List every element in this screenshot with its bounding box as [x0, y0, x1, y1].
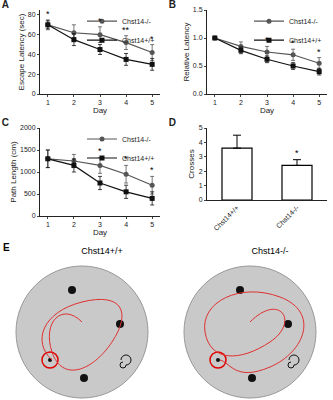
svg-text:1: 1 — [46, 221, 50, 228]
svg-text:0: 0 — [32, 212, 36, 219]
svg-text:Chst14-/-: Chst14-/- — [289, 18, 318, 25]
svg-text:Chst14+/+: Chst14+/+ — [289, 37, 321, 44]
svg-text:Chst14+/+: Chst14+/+ — [81, 246, 123, 256]
svg-text:Day: Day — [93, 228, 107, 237]
svg-text:*: * — [98, 146, 102, 156]
svg-text:4: 4 — [124, 99, 128, 106]
svg-text:*: * — [291, 38, 295, 48]
svg-text:1: 1 — [46, 99, 50, 106]
svg-text:5: 5 — [199, 124, 203, 131]
svg-text:Day: Day — [260, 106, 274, 115]
svg-text:2: 2 — [72, 221, 76, 228]
svg-text:Chst14-/-: Chst14-/- — [122, 136, 151, 143]
svg-text:2: 2 — [199, 168, 203, 175]
svg-text:Chst14+/+: Chst14+/+ — [122, 155, 154, 162]
svg-text:Chst14+/+: Chst14+/+ — [122, 37, 154, 44]
svg-text:1: 1 — [199, 182, 203, 189]
svg-text:2: 2 — [239, 99, 243, 106]
svg-text:*: * — [150, 165, 154, 175]
svg-text:*: * — [98, 16, 102, 26]
svg-text:5: 5 — [150, 221, 154, 228]
svg-text:5: 5 — [317, 99, 321, 106]
svg-text:1500: 1500 — [20, 146, 36, 153]
svg-text:20: 20 — [28, 71, 36, 78]
svg-text:Escape Latency (sec): Escape Latency (sec) — [17, 13, 26, 90]
svg-text:*: * — [265, 35, 269, 45]
svg-text:Crosses: Crosses — [187, 149, 196, 178]
svg-text:Chst14-/-: Chst14-/- — [275, 204, 301, 230]
svg-text:A: A — [2, 0, 9, 10]
svg-text:Path Length (cm): Path Length (cm) — [9, 141, 18, 203]
svg-text:5: 5 — [150, 99, 154, 106]
svg-text:3: 3 — [199, 153, 203, 160]
svg-text:0.5: 0.5 — [193, 62, 203, 69]
svg-text:*: * — [150, 34, 154, 44]
svg-text:3: 3 — [98, 99, 102, 106]
svg-text:1.0: 1.0 — [193, 34, 203, 41]
svg-text:Chst14-/-: Chst14-/- — [122, 18, 151, 25]
svg-text:60: 60 — [28, 31, 36, 38]
svg-text:*: * — [295, 148, 299, 158]
svg-text:3: 3 — [265, 99, 269, 106]
svg-text:Chst14-/-: Chst14-/- — [251, 246, 288, 256]
svg-text:1000: 1000 — [20, 168, 36, 175]
svg-text:*: * — [317, 47, 321, 57]
svg-text:Relative Latency: Relative Latency — [182, 22, 191, 81]
svg-text:B: B — [169, 0, 176, 10]
svg-text:80: 80 — [28, 11, 36, 18]
svg-text:4: 4 — [199, 139, 203, 146]
svg-text:**: ** — [122, 25, 130, 35]
svg-text:1: 1 — [213, 99, 217, 106]
svg-text:40: 40 — [28, 51, 36, 58]
svg-text:500: 500 — [24, 190, 36, 197]
svg-text:0: 0 — [199, 196, 203, 203]
svg-text:1.5: 1.5 — [193, 6, 203, 13]
svg-text:D: D — [169, 118, 176, 128]
svg-text:0.0: 0.0 — [193, 90, 203, 97]
svg-text:2000: 2000 — [20, 124, 36, 131]
svg-text:Day: Day — [93, 106, 107, 115]
svg-text:Chst14+/+: Chst14+/+ — [212, 204, 240, 232]
svg-text:C: C — [2, 118, 9, 128]
svg-text:4: 4 — [124, 221, 128, 228]
svg-text:*: * — [124, 154, 128, 164]
svg-text:2: 2 — [72, 99, 76, 106]
svg-text:*: * — [46, 9, 50, 19]
svg-text:3: 3 — [98, 221, 102, 228]
svg-text:0: 0 — [32, 90, 36, 97]
svg-text:4: 4 — [291, 99, 295, 106]
svg-text:E: E — [3, 242, 10, 253]
